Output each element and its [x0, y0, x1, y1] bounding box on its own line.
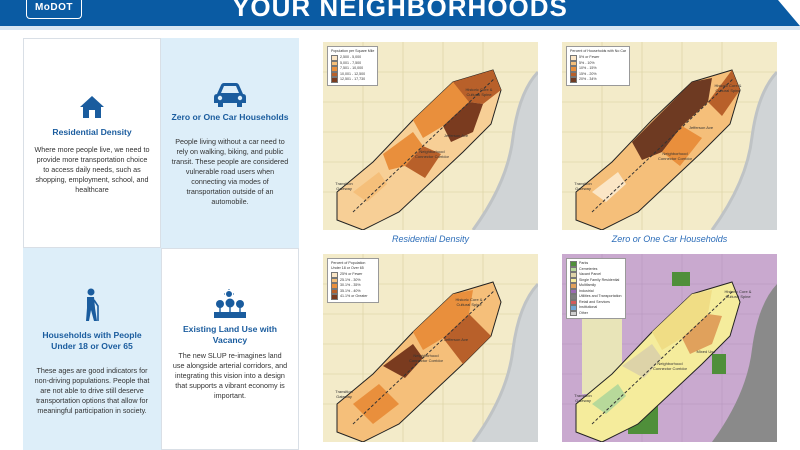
map-label: Jefferson Ave: [443, 133, 469, 138]
map-graphic: [323, 42, 538, 230]
legend-item: 5% or Fewer: [579, 55, 600, 60]
legend-item: Industrial: [579, 288, 594, 293]
legend-title: Percent of Households with No Car: [570, 49, 627, 53]
legend-item: 35.1% - 40%: [340, 288, 361, 293]
legend-item: 20% - 34%: [579, 77, 597, 82]
legend-item: Single Family Residential: [579, 277, 620, 282]
car-icon: [214, 83, 246, 107]
map-label: Transition Gateway: [335, 389, 353, 399]
map-label: Neighborhood Connector Corridor: [652, 361, 687, 371]
map-label: Neighborhood Connector Corridor: [409, 353, 444, 363]
legend-item: Utilities and Transportation: [579, 294, 622, 299]
map-label: Jefferson Ave: [688, 125, 714, 130]
legend-item: Multifamily: [579, 283, 596, 288]
legend-item: Other: [579, 310, 588, 315]
map-label: Transition Gateway: [574, 393, 592, 403]
map-label: Neighborhood Connector Corridor: [658, 151, 693, 161]
map-label: Historic Core & Cultural Spine: [465, 87, 493, 97]
card-body: The new SLUP re-imagines land use alongs…: [172, 351, 288, 400]
header-banner: MoDOT YOUR NEIGHBORHOODS: [0, 0, 800, 30]
card-body: People living without a car need to rely…: [171, 137, 289, 206]
map-graphic: [562, 254, 777, 442]
legend-item: 5,001 - 7,500: [340, 60, 362, 65]
legend-item: Parks: [579, 261, 589, 266]
legend-item: 10,001 - 12,500: [340, 71, 366, 76]
legend-item: 41.1% or Greater: [340, 294, 368, 299]
map-legend: Percent of Population Under 18 or Over 6…: [327, 258, 379, 303]
map-zero-car-households: Percent of Households with No Car 5% or …: [562, 42, 777, 230]
map-graphic: [323, 254, 538, 442]
legend-item: Institutional: [579, 305, 598, 310]
legend-item: 25% or Fewer: [340, 272, 363, 277]
legend-item: 25.1% - 30%: [340, 277, 361, 282]
card-residential-density: Residential Density Where more people li…: [23, 38, 161, 248]
header-stripe: [0, 26, 800, 30]
house-icon: [80, 96, 104, 118]
legend-item: 12,501 - 17,730: [340, 77, 366, 82]
legend-item: 15% - 20%: [579, 71, 597, 76]
legend-title: Percent of Population Under 18 or Over 6…: [331, 261, 366, 270]
card-zero-car-households: Zero or One Car Households People living…: [161, 38, 299, 248]
map-graphic: [562, 42, 777, 230]
map-caption-residential-density: Residential Density: [391, 234, 470, 244]
card-title: Zero or One Car Households: [171, 112, 289, 122]
header-corner: [778, 0, 800, 26]
map-legend: Percent of Households with No Car 5% or …: [566, 46, 631, 86]
elderly-person-icon: [86, 288, 99, 321]
map-label: Transition Gateway: [574, 181, 592, 191]
legend-item: Retail and Services: [579, 299, 610, 304]
map-label: Historic Core & Cultural Spine: [714, 83, 742, 93]
map-label: Neighborhood Connector Corridor: [415, 149, 450, 159]
map-age-under18-over65: Percent of Population Under 18 or Over 6…: [323, 254, 538, 442]
modot-logo: MoDOT: [26, 0, 82, 19]
legend-item: 30.1% - 35%: [340, 283, 361, 288]
card-existing-land-use: Existing Land Use with Vacancy The new S…: [161, 248, 299, 450]
legend-item: Vacant Parcel: [579, 272, 602, 277]
legend-item: 10% - 15%: [579, 66, 597, 71]
card-body: These ages are good indicators for non-d…: [34, 366, 150, 415]
legend-item: 2,500 - 5,000: [340, 55, 362, 60]
card-body: Where more people live, we need to provi…: [34, 145, 150, 194]
map-label: Mixed Use: [696, 349, 716, 354]
map-label: Jefferson Ave: [443, 337, 469, 342]
card-households-age: Households with People Under 18 or Over …: [23, 248, 161, 450]
page-title: YOUR NEIGHBORHOODS: [232, 0, 568, 22]
map-label: Historic Core & Cultural Spine: [724, 289, 752, 299]
card-title: Households with People Under 18 or Over …: [42, 330, 142, 351]
info-card-grid: Residential Density Where more people li…: [23, 38, 299, 450]
map-caption-zero-car: Zero or One Car Households: [611, 234, 728, 244]
land-use-icon: [214, 289, 246, 318]
legend-item: 5% - 10%: [579, 60, 595, 65]
legend-item: 7,501 - 10,000: [340, 66, 364, 71]
map-label: Transition Gateway: [335, 181, 353, 191]
legend-item: Cemeteries: [579, 266, 598, 271]
card-title: Residential Density: [52, 127, 132, 137]
map-label: Historic Core & Cultural Spine: [455, 297, 483, 307]
map-legend: Parks Cemeteries Vacant Parcel Single Fa…: [566, 258, 626, 319]
map-existing-land-use: Parks Cemeteries Vacant Parcel Single Fa…: [562, 254, 777, 442]
map-legend: Population per Square Mile 2,500 - 5,000…: [327, 46, 379, 86]
card-title: Existing Land Use with Vacancy: [182, 324, 278, 345]
legend-title: Population per Square Mile: [331, 49, 375, 53]
map-residential-density: Population per Square Mile 2,500 - 5,000…: [323, 42, 538, 230]
